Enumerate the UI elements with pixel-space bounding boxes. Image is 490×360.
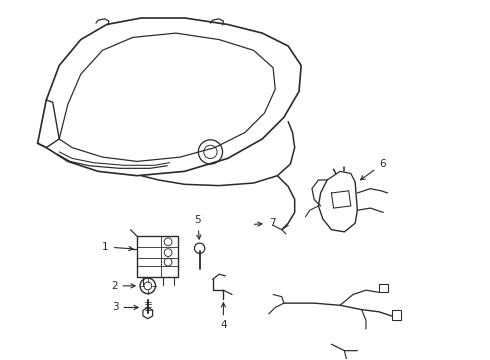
Text: 4: 4 (220, 303, 227, 330)
Text: 5: 5 (194, 215, 201, 239)
Text: 3: 3 (112, 302, 138, 312)
Text: 2: 2 (111, 281, 135, 291)
Text: 7: 7 (254, 218, 275, 228)
Text: 6: 6 (361, 159, 386, 180)
Text: 1: 1 (102, 242, 133, 252)
Text: 8: 8 (0, 359, 1, 360)
